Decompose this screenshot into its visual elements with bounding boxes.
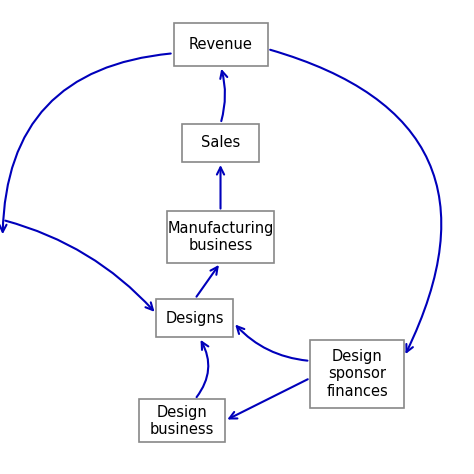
Text: Manufacturing
business: Manufacturing business <box>167 221 273 253</box>
FancyBboxPatch shape <box>173 23 267 66</box>
FancyBboxPatch shape <box>310 339 404 408</box>
FancyBboxPatch shape <box>156 299 233 337</box>
Text: Designs: Designs <box>165 310 224 326</box>
FancyBboxPatch shape <box>139 400 225 442</box>
FancyBboxPatch shape <box>167 211 274 263</box>
Text: Sales: Sales <box>201 136 240 151</box>
Text: Design
business: Design business <box>150 404 214 437</box>
Text: Revenue: Revenue <box>189 37 253 52</box>
Text: Design
sponsor
finances: Design sponsor finances <box>327 349 388 399</box>
FancyBboxPatch shape <box>182 124 259 162</box>
